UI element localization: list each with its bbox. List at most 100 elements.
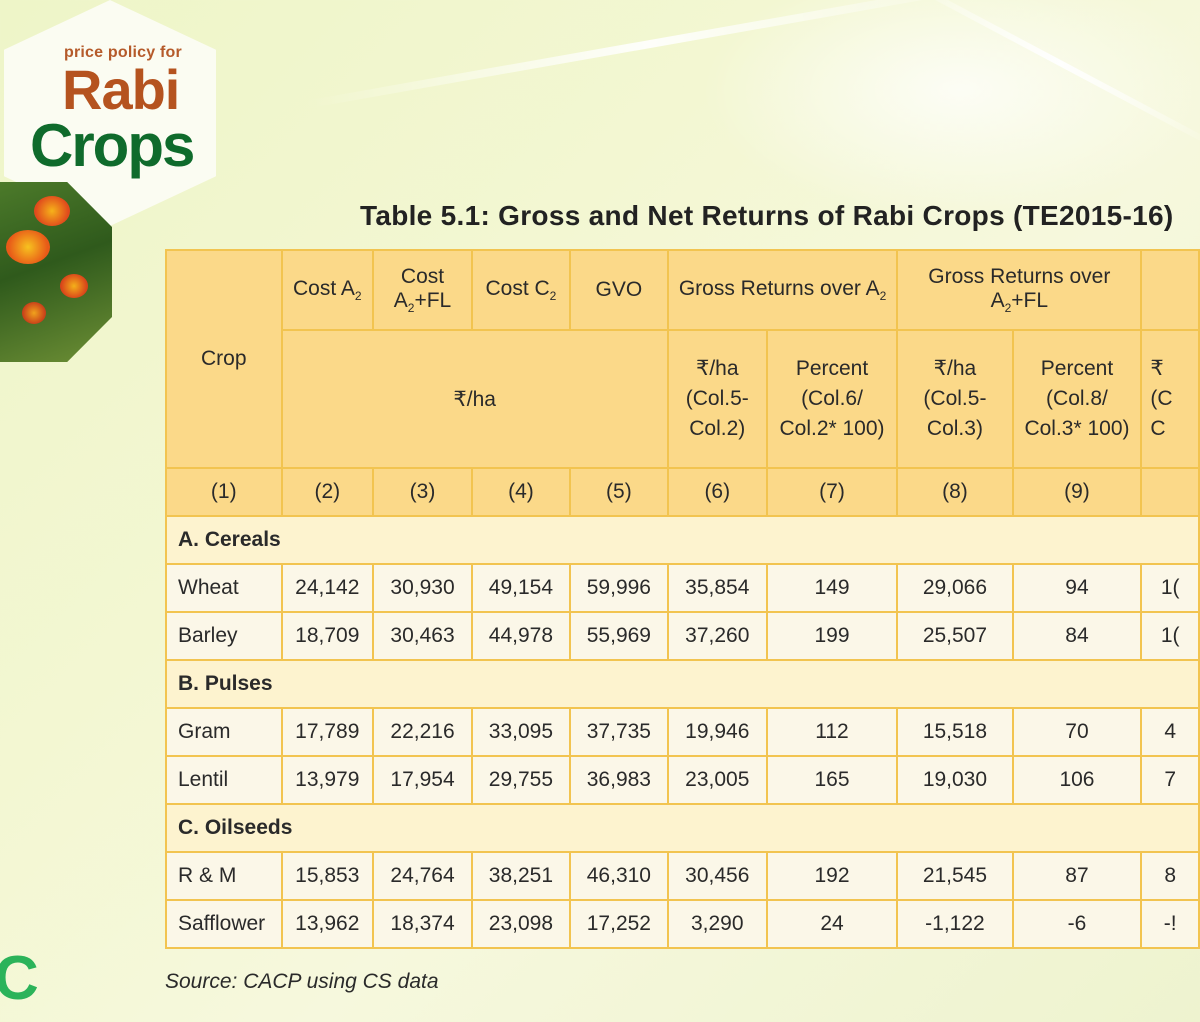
table-row: Wheat 24,142 30,930 49,154 59,996 35,854 149 29… bbox=[165, 563, 1200, 613]
header-label: (C bbox=[1150, 387, 1173, 410]
header-gross-returns-a2fl: Gross Returns over A2+FL bbox=[896, 249, 1143, 331]
header-col10: ₹ (C C bbox=[1140, 329, 1200, 469]
value-cell: 13,962 bbox=[280, 899, 375, 949]
header-gvo: GVO bbox=[568, 249, 669, 331]
value-cell: 112 bbox=[765, 707, 899, 757]
header-label: (Col.6/ bbox=[801, 387, 863, 410]
header-cost-a2: Cost A2 bbox=[280, 249, 375, 331]
value-cell: 1( bbox=[1140, 611, 1200, 661]
header-label: (Col.8/ bbox=[1046, 387, 1108, 410]
flower-icon bbox=[22, 302, 46, 324]
value-cell: 19,030 bbox=[896, 755, 1014, 805]
header-label: Cost A bbox=[293, 276, 355, 300]
column-number: (4) bbox=[470, 467, 571, 517]
logo-rabi: Rabi bbox=[62, 58, 180, 121]
value-cell: 29,755 bbox=[470, 755, 571, 805]
value-cell: 33,095 bbox=[470, 707, 571, 757]
table-row: R & M 15,853 24,764 38,251 46,310 30,456 192 21… bbox=[165, 851, 1200, 901]
section-label: C. Oilseeds bbox=[165, 803, 1200, 853]
header-label: ₹ bbox=[1150, 357, 1164, 380]
header-col7: Percent (Col.6/ Col.2* 100) bbox=[765, 329, 899, 469]
value-cell: 30,456 bbox=[666, 851, 768, 901]
safflower-photo bbox=[0, 182, 112, 362]
returns-table: Crop Cost A2 Cost A2+FL Cost C2 GVO Gros… bbox=[165, 249, 1200, 949]
header-label: A bbox=[393, 288, 408, 312]
value-cell: 149 bbox=[765, 563, 899, 613]
value-cell: 199 bbox=[765, 611, 899, 661]
header-label: ₹/ha bbox=[933, 357, 977, 380]
value-cell: 15,853 bbox=[280, 851, 375, 901]
value-cell: 70 bbox=[1011, 707, 1143, 757]
column-number: (7) bbox=[765, 467, 899, 517]
side-letter: C bbox=[0, 944, 39, 1013]
value-cell: 22,216 bbox=[372, 707, 473, 757]
subscript: 2 bbox=[354, 289, 362, 304]
table-row: Lentil 13,979 17,954 29,755 36,983 23,005 165 1… bbox=[165, 755, 1200, 805]
header-label: (Col.5- bbox=[923, 387, 987, 410]
value-cell: 30,930 bbox=[372, 563, 473, 613]
value-cell: 106 bbox=[1011, 755, 1143, 805]
header-unit-label: ₹/ha bbox=[453, 387, 496, 411]
header-label: C bbox=[1150, 417, 1166, 440]
column-number: (6) bbox=[666, 467, 768, 517]
value-cell: 35,854 bbox=[666, 563, 768, 613]
crop-name-cell: Lentil bbox=[165, 755, 283, 805]
flower-icon bbox=[6, 230, 50, 264]
header-col6: ₹/ha (Col.5- Col.2) bbox=[666, 329, 768, 469]
header-label: +FL bbox=[414, 288, 452, 312]
value-cell: 7 bbox=[1140, 755, 1200, 805]
header-label: Percent bbox=[795, 357, 869, 380]
table-row: Barley 18,709 30,463 44,978 55,969 37,260 199 2… bbox=[165, 611, 1200, 661]
subscript: 2 bbox=[879, 289, 887, 304]
value-cell: 4 bbox=[1140, 707, 1200, 757]
value-cell: 24,764 bbox=[372, 851, 473, 901]
header-label: Col.3) bbox=[926, 417, 983, 440]
header-unit: ₹/ha bbox=[280, 329, 669, 469]
value-cell: 24 bbox=[765, 899, 899, 949]
column-number bbox=[1140, 467, 1200, 517]
crop-name-cell: Gram bbox=[165, 707, 283, 757]
background-glow bbox=[700, 0, 1200, 220]
subscript: 2 bbox=[549, 289, 557, 304]
table-body: (1) (2) (3) (4) (5) (6) (7) (8) (9) A. C… bbox=[165, 467, 1200, 949]
value-cell: 46,310 bbox=[568, 851, 669, 901]
header-label: Cost C bbox=[485, 276, 550, 300]
column-number: (8) bbox=[896, 467, 1014, 517]
column-number: (9) bbox=[1011, 467, 1143, 517]
value-cell: 38,251 bbox=[470, 851, 571, 901]
value-cell: 55,969 bbox=[568, 611, 669, 661]
value-cell: 3,290 bbox=[666, 899, 768, 949]
value-cell: -! bbox=[1140, 899, 1200, 949]
header-label: Cost bbox=[400, 264, 445, 288]
header-label: GVO bbox=[595, 278, 643, 301]
table-row: Gram 17,789 22,216 33,095 37,735 19,946 112 15,… bbox=[165, 707, 1200, 757]
value-cell: 8 bbox=[1140, 851, 1200, 901]
value-cell: 37,260 bbox=[666, 611, 768, 661]
value-cell: 165 bbox=[765, 755, 899, 805]
value-cell: -6 bbox=[1011, 899, 1143, 949]
section-row: A. Cereals bbox=[165, 515, 1200, 565]
column-number: (1) bbox=[165, 467, 283, 517]
value-cell: 1( bbox=[1140, 563, 1200, 613]
value-cell: 18,374 bbox=[372, 899, 473, 949]
value-cell: 18,709 bbox=[280, 611, 375, 661]
column-number-row: (1) (2) (3) (4) (5) (6) (7) (8) (9) bbox=[165, 467, 1200, 517]
logo-crops: Crops bbox=[30, 112, 195, 179]
subscript: 2 bbox=[407, 301, 415, 316]
header-label: Gross Returns over A bbox=[678, 276, 880, 300]
crop-name-cell: Wheat bbox=[165, 563, 283, 613]
header-label: Col.3* 100) bbox=[1024, 417, 1130, 440]
header-label: Col.2* 100) bbox=[779, 417, 885, 440]
crop-name-cell: R & M bbox=[165, 851, 283, 901]
column-number: (5) bbox=[568, 467, 669, 517]
crop-name-cell: Safflower bbox=[165, 899, 283, 949]
header-label: ₹/ha bbox=[695, 357, 739, 380]
value-cell: 37,735 bbox=[568, 707, 669, 757]
header-col8: ₹/ha (Col.5- Col.3) bbox=[896, 329, 1014, 469]
value-cell: 23,098 bbox=[470, 899, 571, 949]
logo-subtitle: price policy for bbox=[64, 44, 182, 61]
header-crop-label: Crop bbox=[200, 347, 247, 370]
value-cell: 49,154 bbox=[470, 563, 571, 613]
header-label: Percent bbox=[1040, 357, 1114, 380]
value-cell: 24,142 bbox=[280, 563, 375, 613]
